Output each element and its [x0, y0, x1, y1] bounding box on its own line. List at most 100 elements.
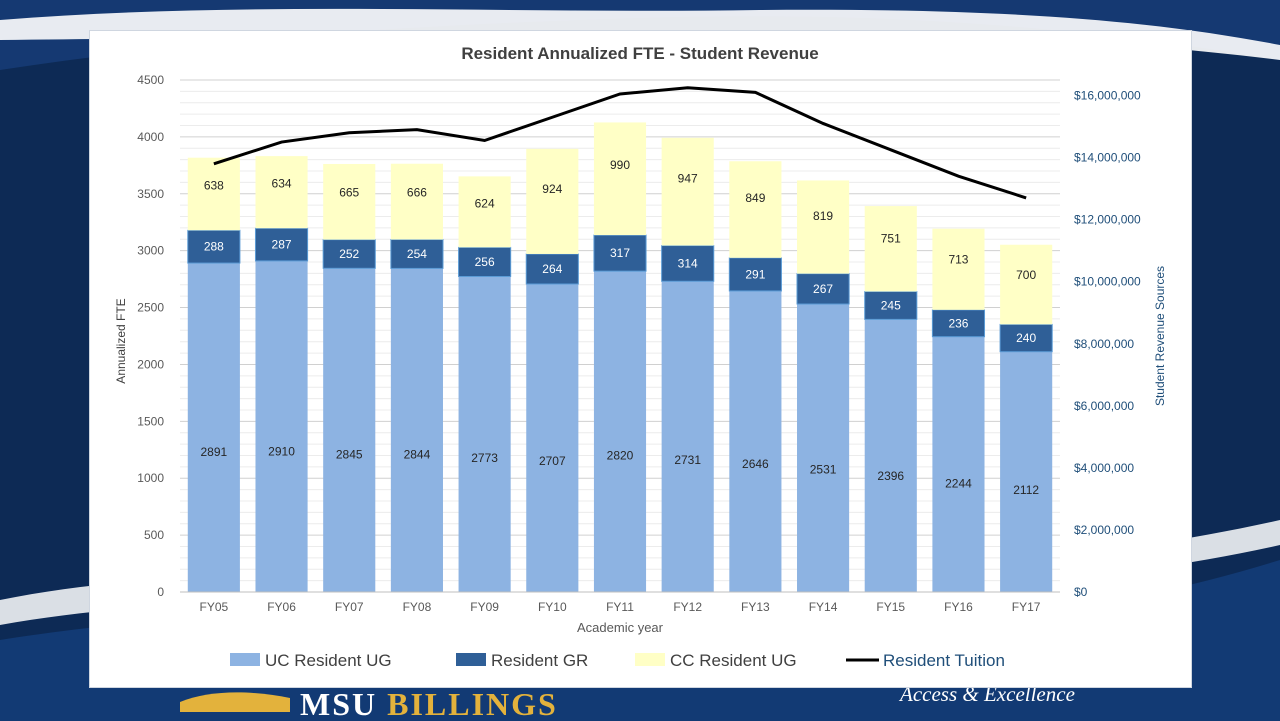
y2-tick-label: $16,000,000 [1074, 89, 1141, 103]
x-tick-label: FY15 [876, 600, 905, 614]
data-label: 2731 [674, 453, 701, 467]
data-label: 245 [881, 298, 901, 312]
y-tick-label: 2500 [137, 301, 164, 315]
bar-cc-resident-ug [797, 180, 850, 274]
y2-tick-label: $2,000,000 [1074, 523, 1134, 537]
msu-logo-icon [180, 692, 290, 712]
brand-msu: MSU [300, 688, 378, 721]
x-tick-label: FY09 [470, 600, 499, 614]
chart-title: Resident Annualized FTE - Student Revenu… [461, 44, 818, 63]
data-label: 2891 [200, 445, 227, 459]
bar-cc-resident-ug [661, 137, 714, 246]
bar-uc-resident-ug [797, 304, 850, 592]
data-label: 264 [542, 262, 562, 276]
y2-tick-label: $12,000,000 [1074, 213, 1141, 227]
y2-tick-label: $10,000,000 [1074, 275, 1141, 289]
bar-resident-gr [796, 273, 850, 305]
legend-label: CC Resident UG [670, 651, 797, 670]
data-label: 2707 [539, 454, 566, 468]
bar-resident-gr [931, 309, 986, 338]
y-tick-label: 1500 [137, 414, 164, 428]
data-label: 2396 [877, 469, 904, 483]
y2-axis-title: Student Revenue Sources [1153, 266, 1167, 406]
data-label: 2773 [471, 451, 498, 465]
bar-cc-resident-ug [1000, 244, 1053, 325]
data-label: 713 [948, 253, 968, 267]
legend-swatch-cc-resident-ug [635, 653, 665, 666]
data-label: 2646 [742, 457, 769, 471]
y-tick-label: 4500 [137, 73, 164, 87]
data-label: 314 [678, 256, 698, 270]
bar-uc-resident-ug [593, 271, 647, 592]
data-label: 2112 [1013, 483, 1039, 497]
bar-cc-resident-ug [323, 163, 376, 240]
y-tick-label: 1000 [137, 471, 164, 485]
bar-cc-resident-ug [255, 156, 308, 229]
y2-tick-label: $8,000,000 [1074, 337, 1134, 351]
bar-uc-resident-ug [323, 268, 376, 592]
legend-label: Resident GR [491, 651, 588, 670]
chart-panel: 2891 288 638 2910 287 634 2845 252 665 2844 254 666… [89, 30, 1192, 688]
bar-uc-resident-ug [661, 281, 714, 592]
bar-cc-resident-ug [458, 176, 511, 248]
data-label: 638 [204, 178, 224, 192]
legend-swatch-resident-gr [456, 653, 486, 666]
bar-uc-resident-ug [390, 268, 443, 592]
bar-cc-resident-ug [390, 163, 443, 240]
bar-cc-resident-ug [864, 206, 917, 292]
data-label: 634 [272, 177, 292, 191]
bar-cc-resident-ug [932, 228, 985, 310]
y-tick-label: 4000 [137, 130, 164, 144]
x-tick-label: FY11 [606, 600, 634, 614]
data-label: 291 [745, 267, 765, 281]
x-tick-label: FY14 [809, 600, 838, 614]
y-axis-title: Annualized FTE [114, 298, 128, 383]
data-label: 252 [339, 247, 359, 261]
data-label: 665 [339, 186, 359, 200]
x-axis-title: Academic year [577, 620, 664, 635]
y-tick-label: 3000 [137, 244, 164, 258]
bar-uc-resident-ug [1000, 351, 1053, 592]
data-label: 2844 [404, 447, 431, 461]
data-label: 666 [407, 186, 427, 200]
x-tick-label: FY17 [1012, 600, 1041, 614]
bar-uc-resident-ug [526, 284, 579, 592]
bar-resident-gr [864, 291, 918, 320]
data-label: 819 [813, 209, 833, 223]
bar-uc-resident-ug [255, 260, 308, 592]
footer-brand: MSU BILLINGS [300, 688, 558, 721]
data-label: 254 [407, 247, 427, 261]
data-label: 256 [475, 255, 495, 269]
data-label: 624 [475, 196, 495, 210]
data-label: 2244 [945, 476, 972, 490]
x-tick-label: FY07 [335, 600, 364, 614]
bar-resident-gr [254, 227, 309, 262]
bar-resident-gr [999, 323, 1053, 353]
y-tick-label: 0 [157, 585, 164, 599]
chart: 2891288638291028763428452526652844254666… [114, 44, 1167, 670]
bar-uc-resident-ug [729, 290, 782, 592]
legend-label: Resident Tuition [883, 651, 1005, 670]
brand-billings: BILLINGS [387, 688, 558, 721]
legend-swatch-uc-resident-ug [230, 653, 260, 666]
bar-cc-resident-ug [526, 148, 579, 254]
bar-uc-resident-ug [458, 276, 511, 592]
x-tick-label: FY10 [538, 600, 567, 614]
x-tick-label: FY08 [403, 600, 432, 614]
bar-cc-resident-ug [593, 122, 647, 236]
data-label: 849 [745, 191, 765, 205]
y2-tick-label: $6,000,000 [1074, 399, 1134, 413]
data-label: 288 [204, 240, 224, 254]
data-label: 236 [948, 316, 968, 330]
bar-uc-resident-ug [864, 319, 917, 592]
bar-resident-gr [593, 234, 647, 272]
x-tick-label: FY05 [200, 600, 229, 614]
bar-uc-resident-ug [932, 336, 985, 592]
x-tick-label: FY12 [673, 600, 702, 614]
bar-resident-gr [728, 257, 782, 292]
bar-cc-resident-ug [729, 161, 782, 258]
y2-tick-label: $0 [1074, 585, 1088, 599]
bar-resident-gr [322, 239, 376, 269]
data-label: 2531 [810, 463, 837, 477]
data-label: 2820 [607, 449, 634, 463]
